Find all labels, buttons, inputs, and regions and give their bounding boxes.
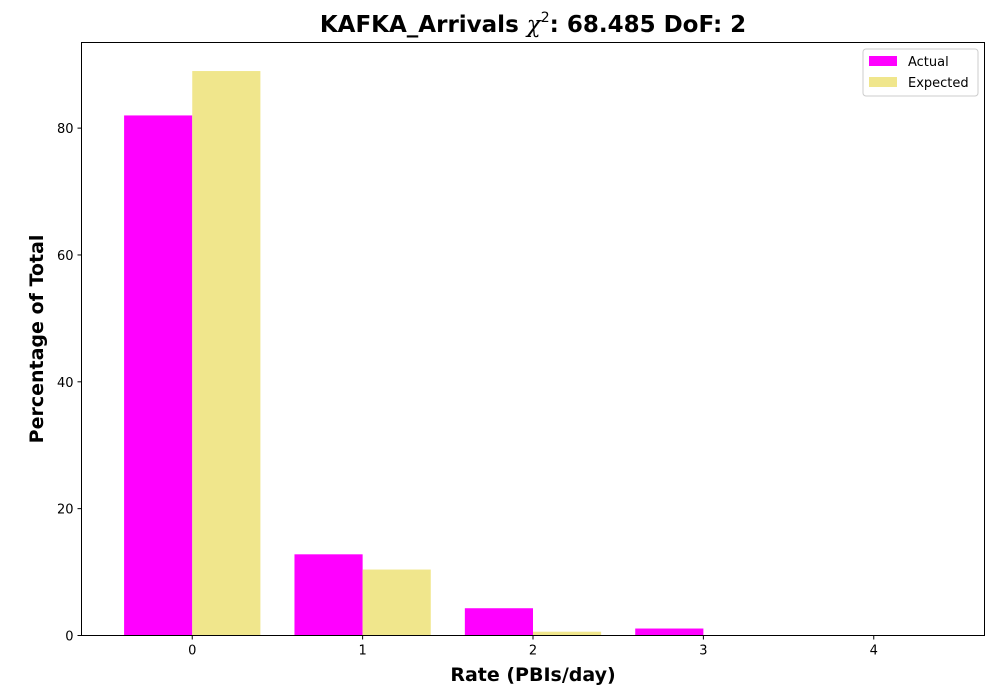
bar-actual-1 [294, 554, 363, 636]
bar-actual-0 [124, 115, 193, 636]
x-axis-label: Rate (PBIs/day) [450, 664, 615, 686]
bar-expected-2 [533, 631, 602, 636]
chart-title-chi: χ [525, 12, 543, 38]
x-tick-label-2: 2 [529, 644, 537, 659]
x-tick-label-1: 1 [358, 644, 366, 659]
legend-swatch-expected [869, 77, 897, 87]
x-ticks: 0 1 2 3 4 [188, 635, 878, 659]
y-tick-label-40: 40 [57, 376, 74, 391]
bar-actual-3 [635, 628, 704, 636]
y-ticks: 0 20 40 60 80 [57, 122, 82, 645]
legend-label-expected: Expected [908, 76, 969, 91]
bar-expected-0 [192, 71, 261, 636]
bar-expected-1 [362, 569, 431, 636]
y-tick-label-20: 20 [57, 503, 74, 518]
y-tick-label-80: 80 [57, 122, 74, 137]
x-tick-label-0: 0 [188, 644, 196, 659]
x-tick-label-4: 4 [870, 644, 878, 659]
y-tick-label-0: 0 [65, 630, 73, 645]
chart-title-suffix: : 68.485 DoF: 2 [550, 12, 747, 38]
legend-swatch-actual [869, 56, 897, 66]
legend: Actual Expected [862, 48, 979, 97]
chart-title: KAFKA_Arrivals χ2: 68.485 DoF: 2 [320, 10, 746, 38]
bars-group [124, 71, 704, 636]
legend-label-actual: Actual [908, 55, 949, 70]
chart-title-superscript: 2 [541, 10, 550, 26]
bar-actual-2 [464, 608, 533, 636]
x-tick-label-3: 3 [699, 644, 707, 659]
chart-title-prefix: KAFKA_Arrivals [320, 12, 527, 38]
y-axis-label: Percentage of Total [26, 235, 48, 444]
y-tick-label-60: 60 [57, 249, 74, 264]
